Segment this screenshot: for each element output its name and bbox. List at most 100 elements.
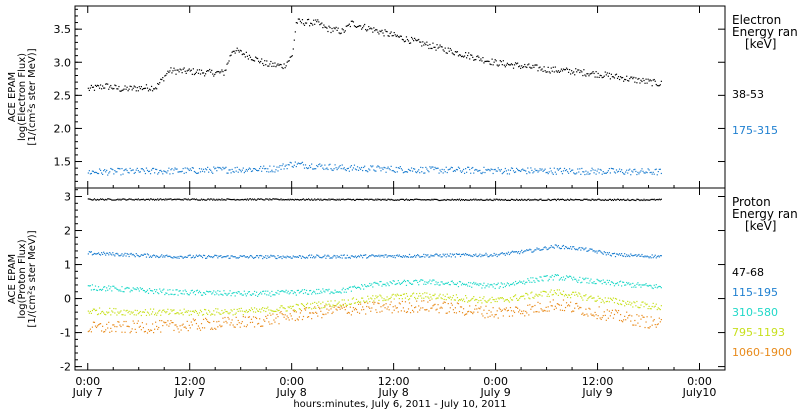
data-point [495,253,497,255]
data-point [257,310,259,312]
data-point [225,320,227,323]
data-point [368,168,370,170]
data-point [602,171,604,173]
data-point [439,169,441,171]
data-point [559,309,562,311]
data-point [645,171,647,173]
data-point [316,312,318,314]
data-point [197,325,200,327]
data-point [580,282,582,284]
data-point [454,170,457,172]
data-point [249,168,252,170]
data-point [223,74,225,76]
data-point [654,168,656,171]
data-point [414,280,416,282]
data-point [235,291,237,294]
data-point [567,199,570,201]
data-point [642,255,644,258]
data-point [172,172,174,175]
data-point [203,199,206,201]
data-point [501,252,503,254]
data-point [212,199,214,201]
data-point [458,198,461,200]
y-tick-label-proton: 0 [64,293,71,306]
data-point [347,24,349,26]
data-point [597,72,599,75]
data-point [612,297,615,299]
data-point [564,278,567,280]
data-point [492,298,494,301]
data-point [133,322,135,324]
data-point [265,198,267,200]
data-point [237,199,239,201]
data-point [419,309,421,311]
data-point [418,305,420,307]
data-point [565,67,568,69]
data-point [519,65,521,67]
data-point [392,280,394,282]
data-point [154,314,156,316]
data-point [610,73,613,75]
data-point [94,253,97,255]
data-point [179,171,181,173]
data-point [594,300,596,302]
legend-entry-795-1193: 795-1193 [732,326,785,339]
data-point [198,69,201,71]
series-proton-47-68 [87,198,662,202]
data-point [415,279,417,281]
data-point [221,257,223,259]
data-point [218,167,220,169]
data-point [403,310,406,312]
data-point [172,198,174,201]
data-point [534,168,536,170]
data-point [628,254,630,256]
data-point [380,199,382,201]
data-point [472,166,474,169]
data-point [377,165,379,167]
data-point [613,252,616,254]
data-point [221,325,223,327]
data-point [344,302,346,305]
data-point [638,173,640,175]
data-point [110,286,112,288]
data-point [281,257,283,260]
data-point [531,67,533,69]
data-point [392,293,394,295]
data-point [356,198,359,200]
data-point [325,257,327,259]
data-point [609,78,611,80]
data-point [115,199,117,201]
data-point [378,166,380,168]
data-point [188,68,190,70]
data-point [623,300,625,302]
data-point [318,255,320,257]
data-point [533,311,535,313]
data-point [492,64,494,66]
data-point [470,172,472,174]
data-point [358,198,361,201]
data-point [645,78,647,80]
data-point [495,198,497,200]
data-point [260,60,262,63]
data-point [585,75,587,77]
data-point [158,310,160,312]
data-point [558,168,561,170]
data-point [623,281,625,284]
data-point [544,310,546,312]
data-point [570,275,572,278]
data-point [286,255,288,257]
data-point [463,314,466,316]
data-point [394,257,396,259]
data-point [403,199,406,201]
data-point [588,296,590,299]
data-point [339,308,341,310]
data-point [134,171,136,174]
data-point [195,322,198,325]
data-point [346,25,348,27]
data-point [116,252,118,254]
data-point [470,54,472,56]
data-point [113,285,115,287]
data-point [653,319,655,321]
data-point [242,314,244,316]
data-point [91,326,94,328]
